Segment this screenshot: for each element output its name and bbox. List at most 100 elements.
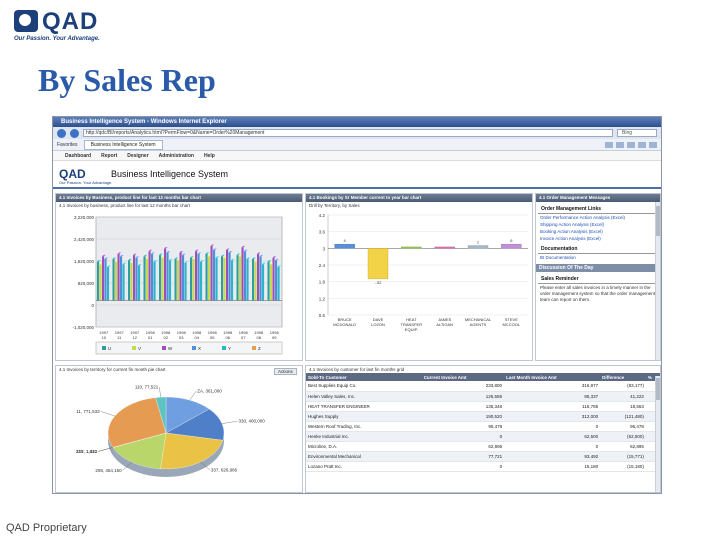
bar	[138, 265, 141, 301]
om-link-booking[interactable]: Booking Action Analysis (Excel)	[540, 229, 603, 234]
table-row[interactable]: HEAT TRANSFER ENGINEER 135,348 116,785 18,5…	[306, 401, 660, 412]
col-last[interactable]: Last Month Invoice Amt	[504, 373, 601, 381]
pie-leader	[122, 462, 133, 471]
slide-title: By Sales Rep	[38, 62, 216, 98]
bar-chart-panel: 4.1 Invoices by Business, product line f…	[55, 193, 303, 361]
bar-top	[221, 254, 225, 257]
bar-top	[275, 258, 279, 261]
om-link-invoice[interactable]: Invoice Action Analysis (Excel)	[540, 236, 601, 241]
bar-top	[252, 257, 256, 260]
bar-top	[128, 258, 132, 261]
om-scrollbar[interactable]	[655, 202, 660, 360]
bar-top	[259, 254, 264, 257]
x-tick-label: 1998	[146, 330, 156, 335]
cell-name: Hughes Supply	[306, 411, 422, 422]
menu-report[interactable]: Report	[101, 152, 118, 159]
table-row[interactable]: Western Roof Trading, Inc. 95,478 0 95,478	[306, 421, 660, 432]
bar-top	[117, 252, 122, 254]
table-row[interactable]: Hughes Supply 190,520 312,000 (121,480)	[306, 411, 660, 422]
toolbar-icons	[605, 141, 657, 148]
table-row[interactable]: Lozano Pratt Inc. 0 15,180 (15,180)	[306, 461, 660, 472]
grid-scroll-thumb[interactable]	[656, 378, 660, 400]
pie-leader	[189, 390, 197, 401]
bar-top	[166, 251, 171, 253]
back-icon[interactable]	[57, 128, 66, 138]
menu-help[interactable]: Help	[203, 152, 215, 159]
bar	[244, 251, 247, 301]
bar	[97, 261, 100, 301]
cell-last: 0	[504, 421, 601, 432]
bar	[174, 259, 177, 301]
bar	[239, 256, 242, 301]
legend-entry: U	[108, 346, 111, 351]
om-link-documentation[interactable]: BI Documentation	[540, 255, 576, 260]
bar-top	[97, 260, 101, 262]
customer-table: Sold-To Customer Current Invoice Amt Las…	[306, 373, 660, 472]
col-sold-to[interactable]: Sold-To Customer	[306, 373, 422, 381]
pie-label: 337, 626,986	[211, 468, 238, 473]
x-tick-label: AGENTS	[470, 322, 487, 327]
bar	[270, 264, 273, 301]
page-icon[interactable]	[638, 141, 646, 148]
data-label: 4	[344, 238, 347, 243]
table-row[interactable]: Helen Valley Sales, Inc. 126,559 85,337 41,…	[306, 391, 660, 402]
bar-top	[267, 260, 272, 262]
bookings-drill-label[interactable]: Drill by Territory, by Sales	[309, 203, 360, 208]
cell-current: 62,895	[421, 441, 505, 452]
menu-designer[interactable]: Designer	[127, 152, 149, 159]
table-row[interactable]: Henke Industrial Inc. 0 62,500 (62,500)	[306, 431, 660, 442]
qad-logo: QAD Our Passion. Your Advantage.	[14, 8, 124, 42]
col-percent[interactable]: %	[645, 373, 660, 381]
bar	[228, 252, 231, 301]
bar-top	[135, 256, 140, 258]
cell-pct	[645, 441, 660, 452]
grid-scrollbar[interactable]	[655, 376, 660, 492]
om-link-shipping[interactable]: Shipping Action Analysis (Excel)	[540, 222, 605, 227]
bar	[215, 257, 218, 301]
legend-entry: V	[138, 346, 141, 351]
x-tick-label: 09	[272, 335, 277, 340]
bar	[267, 261, 270, 301]
browser-tab[interactable]: Business Intelligence System	[83, 139, 163, 150]
y-tick-label: -1,020,000	[72, 325, 94, 330]
bar-top	[262, 262, 266, 265]
bar-top	[107, 265, 111, 267]
bar-top	[257, 252, 261, 254]
om-scroll-thumb[interactable]	[656, 206, 660, 236]
bar	[104, 259, 107, 301]
col-difference[interactable]: Difference	[600, 373, 646, 381]
home-icon[interactable]	[605, 141, 613, 148]
bar	[210, 246, 213, 301]
forward-icon[interactable]	[70, 128, 79, 138]
table-row[interactable]: Microline, D.A. 62,895 0 62,895	[306, 441, 660, 452]
cell-current: 77,721	[421, 451, 505, 462]
cell-current: 190,520	[421, 411, 505, 422]
x-tick-label: 1997	[130, 330, 140, 335]
print-icon[interactable]	[627, 141, 635, 148]
bar	[135, 257, 138, 301]
search-input[interactable]: Bing	[617, 129, 657, 137]
app-logo-tagline: Our Passion. Your Advantage.	[59, 180, 113, 185]
actions-button[interactable]: Actions	[274, 368, 297, 375]
om-link-order-performance[interactable]: Order Performance Action Analysis (Excel…	[540, 215, 626, 220]
tools-icon[interactable]	[649, 141, 657, 148]
bar-top	[215, 256, 220, 258]
table-row[interactable]: Best Supplies Equip Co. 233,800 316,977 (83…	[306, 381, 660, 392]
bar-top	[164, 247, 168, 249]
address-input[interactable]: http://qdc/BI/reports/Analytics.html?Per…	[83, 129, 613, 137]
table-row[interactable]: Environmental Mechanical 77,721 93,492 (15,…	[306, 451, 660, 462]
bar-top	[153, 260, 158, 262]
menu-dashboard[interactable]: Dashboard	[65, 152, 92, 159]
menu-administration[interactable]: Administration	[158, 152, 194, 159]
cell-pct	[645, 401, 660, 412]
col-current[interactable]: Current Invoice Amt	[421, 373, 505, 381]
cell-name: Helen Valley Sales, Inc.	[306, 391, 422, 402]
cell-pct	[645, 381, 660, 392]
x-tick-label: DAVE	[373, 317, 384, 322]
cell-diff: (62,500)	[600, 431, 646, 442]
x-tick-label: 1998	[270, 330, 280, 335]
table-header-row: Sold-To Customer Current Invoice Amt Las…	[306, 373, 660, 381]
feeds-icon[interactable]	[616, 141, 624, 148]
y-tick-label: 820,000	[78, 281, 95, 286]
favorites-button[interactable]: Favorites	[57, 141, 78, 148]
